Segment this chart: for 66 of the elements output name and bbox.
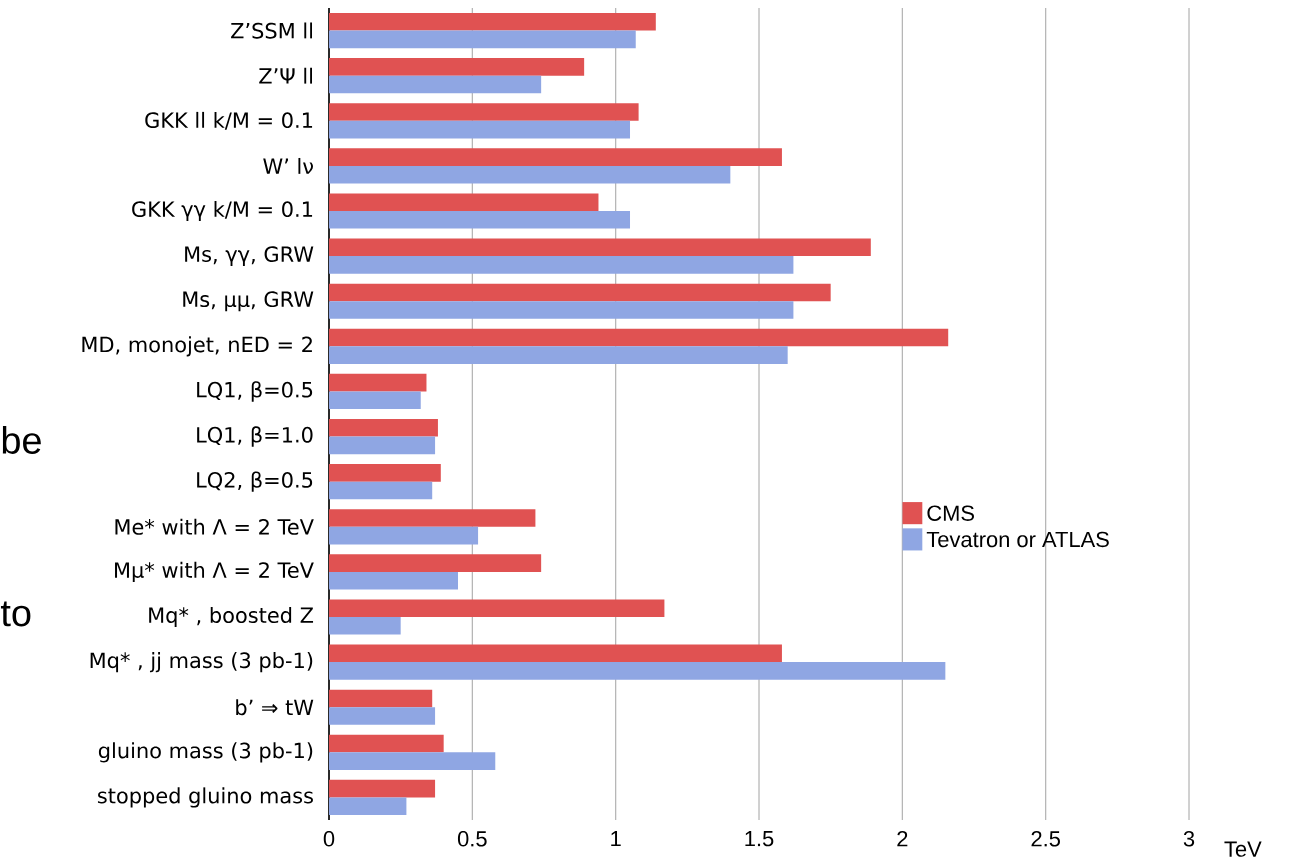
bar <box>329 256 794 274</box>
bar <box>329 301 794 319</box>
x-axis-title: TeV <box>1224 841 1262 857</box>
y-tick-label: Mμ* with Λ = 2 TeV <box>115 561 314 583</box>
y-tick-label: Z’SSM ll <box>231 22 313 39</box>
bar <box>329 571 458 590</box>
x-tick-label: 0 <box>323 831 335 847</box>
y-tick-label: Ms, γγ, GRW <box>185 246 314 267</box>
y-tick-label: GKK ll k/M = 0.1 <box>145 111 313 130</box>
y-tick-label: stopped gluino mass <box>97 787 313 808</box>
y-tick-label: LQ1, β=1.0 <box>197 426 313 447</box>
y-tick-label: Mq* , boosted Z <box>149 606 314 628</box>
bar <box>329 689 433 708</box>
bar <box>329 554 542 572</box>
bar <box>329 238 871 257</box>
x-tick-label: 0.5 <box>457 831 487 847</box>
x-tick-label: 2 <box>897 831 908 847</box>
bar <box>329 58 585 76</box>
x-tick-label: 3 <box>1183 831 1195 847</box>
bar <box>329 509 536 527</box>
y-tick-label: LQ1, β=0.5 <box>197 381 313 402</box>
bar <box>329 148 782 166</box>
bar <box>329 526 479 545</box>
text: be <box>2 426 41 454</box>
bar <box>329 481 433 500</box>
bar <box>329 644 782 663</box>
y-tick-label: MD, monojet, nED = 2 <box>82 336 312 357</box>
bar <box>329 391 421 410</box>
x-tick-label: 1.5 <box>745 831 774 847</box>
bar <box>329 707 436 725</box>
bar <box>329 75 542 94</box>
bar <box>329 779 436 798</box>
legend-label: Tevatron or ATLAS <box>926 531 1109 548</box>
bar <box>329 211 631 229</box>
y-tick-label: Ms, μμ, GRW <box>183 291 314 312</box>
y-tick-label: gluino mass (3 pb-1) <box>98 742 313 763</box>
y-tick-label: Z’Ψ ll <box>259 67 313 84</box>
y-tick-label: LQ2, β=0.5 <box>197 471 313 492</box>
bar <box>329 12 656 31</box>
bar <box>329 464 441 482</box>
bar <box>329 734 444 753</box>
legend-label: CMS <box>927 505 974 521</box>
bar <box>329 283 831 302</box>
y-tick-label: Me* with Λ = 2 TeV <box>115 518 314 535</box>
bar <box>329 373 427 392</box>
bar <box>329 103 639 121</box>
bar <box>329 418 438 437</box>
bar <box>329 752 496 770</box>
bar <box>329 617 401 635</box>
bar <box>329 165 731 184</box>
bar <box>329 346 788 364</box>
bar <box>329 193 599 212</box>
y-tick-label: W’ lν <box>263 157 313 174</box>
bar <box>329 120 631 139</box>
bar <box>329 662 946 680</box>
text: to <box>0 601 31 627</box>
bar <box>329 328 949 347</box>
bar <box>329 436 436 455</box>
bar <box>329 599 665 618</box>
x-tick-label: 1 <box>611 831 621 847</box>
y-tick-label: Mq* , jj mass (3 pb-1) <box>90 652 313 673</box>
bar <box>329 797 407 816</box>
y-tick-label: b’ ⇒ tW <box>236 699 314 716</box>
x-tick-label: 2.5 <box>1031 831 1060 847</box>
bar <box>329 30 636 49</box>
y-tick-label: GKK γγ k/M = 0.1 <box>132 200 313 222</box>
